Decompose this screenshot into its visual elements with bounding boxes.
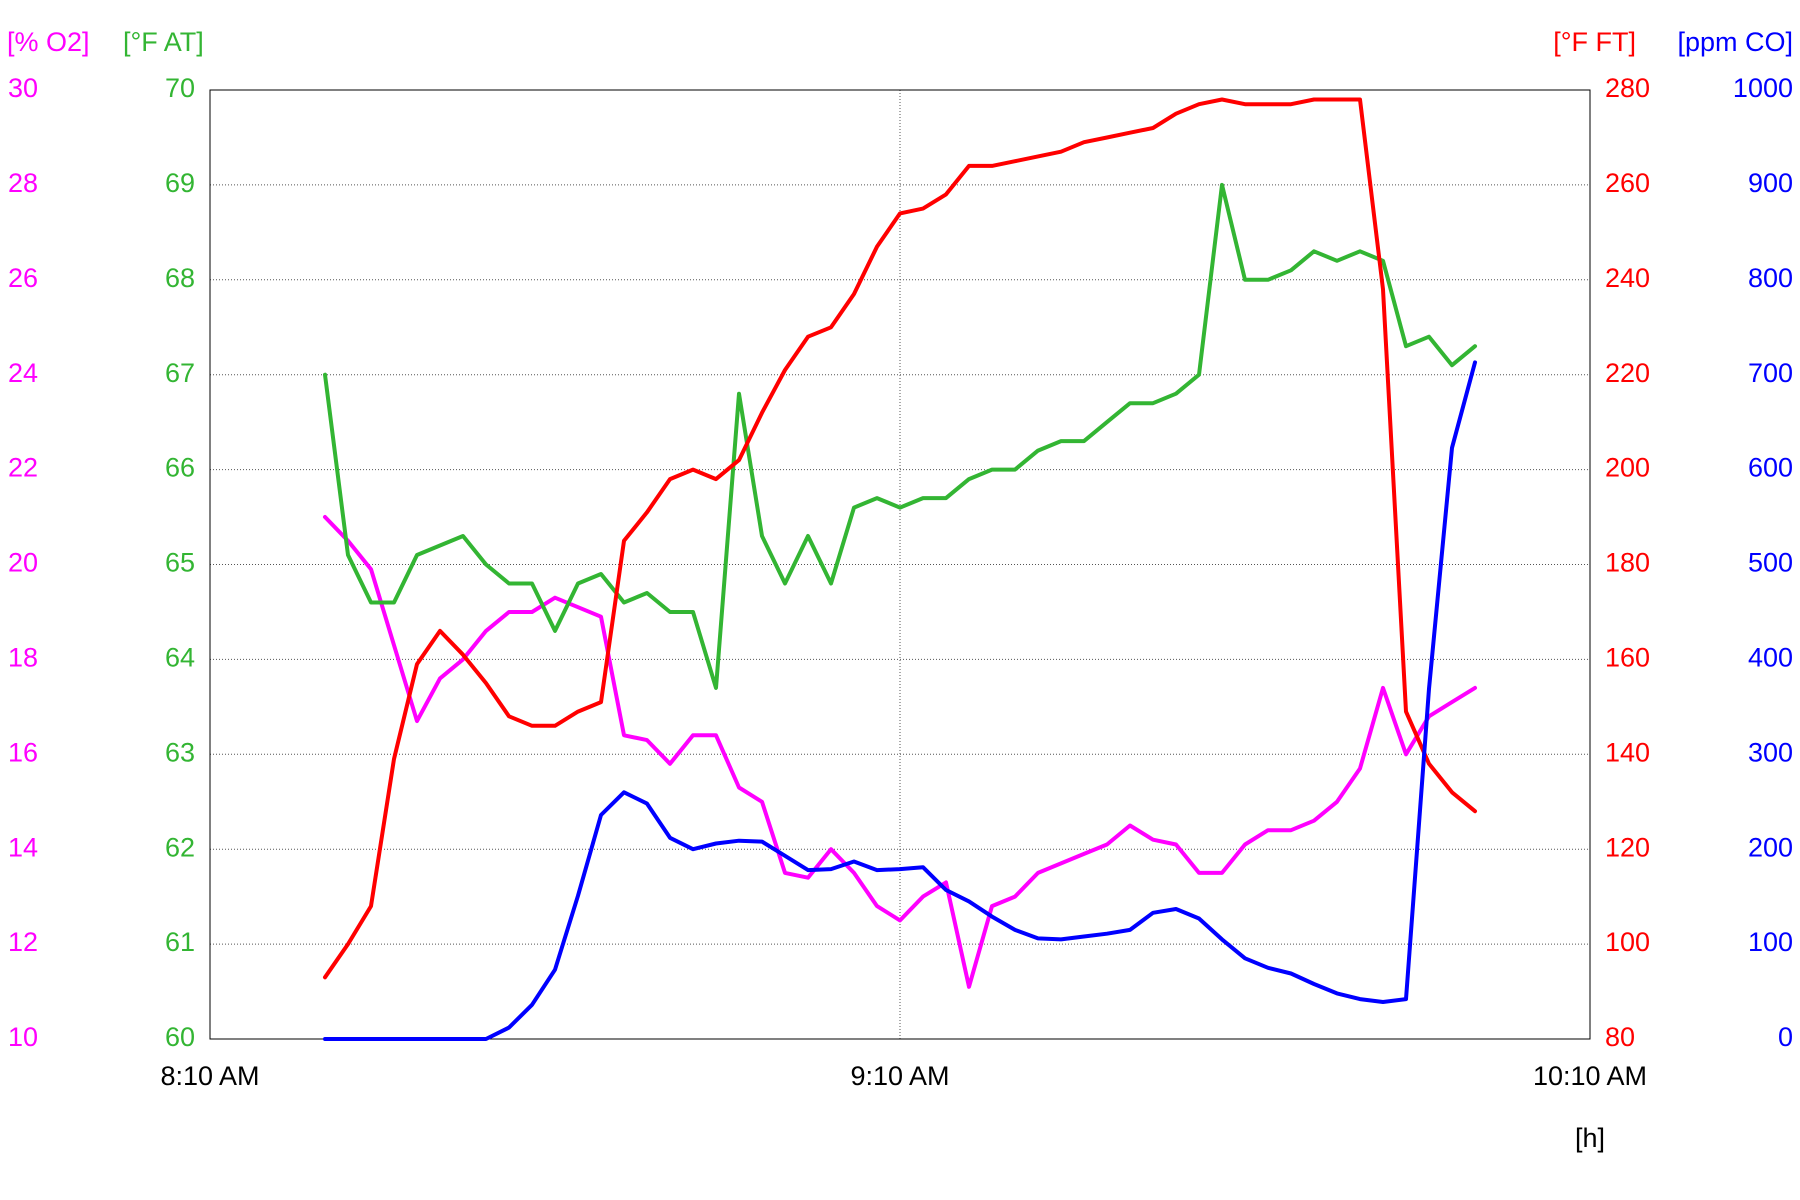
y-tick-label: 60 <box>165 1022 195 1052</box>
y-tick-label: 500 <box>1748 548 1793 578</box>
y-tick-label: 400 <box>1748 643 1793 673</box>
y-tick-label: 700 <box>1748 358 1793 388</box>
y-tick-label: 20 <box>8 548 38 578</box>
y-tick-label: 70 <box>165 73 195 103</box>
y-tick-label: 160 <box>1605 643 1650 673</box>
y-tick-label: 69 <box>165 168 195 198</box>
y-tick-label: 200 <box>1605 453 1650 483</box>
y-tick-label: 10 <box>8 1022 38 1052</box>
y-tick-label: 300 <box>1748 737 1793 767</box>
y-tick-label: 12 <box>8 927 38 957</box>
series-line <box>323 97 1477 980</box>
y-tick-label: 14 <box>8 832 38 862</box>
x-tick-label: 9:10 AM <box>850 1061 949 1091</box>
y-tick-label: 68 <box>165 263 195 293</box>
x-tick-label: 10:10 AM <box>1533 1061 1647 1091</box>
y-tick-label: 62 <box>165 832 195 862</box>
y-tick-label: 66 <box>165 453 195 483</box>
y-tick-label: 140 <box>1605 737 1650 767</box>
y-tick-label: 600 <box>1748 453 1793 483</box>
y-tick-label: 260 <box>1605 168 1650 198</box>
y-tick-label: 64 <box>165 643 195 673</box>
y-tick-label: 18 <box>8 643 38 673</box>
y-tick-label: 280 <box>1605 73 1650 103</box>
y-tick-label: 1000 <box>1733 73 1793 103</box>
y-tick-label: 67 <box>165 358 195 388</box>
y-tick-label: 30 <box>8 73 38 103</box>
y-tick-label: 800 <box>1748 263 1793 293</box>
y-tick-label: 240 <box>1605 263 1650 293</box>
y-tick-label: 61 <box>165 927 195 957</box>
y-tick-label: 180 <box>1605 548 1650 578</box>
plot-frame <box>209 89 1591 1040</box>
y-axis-title: [°F FT] <box>1553 27 1636 57</box>
y-axis-title: [ppm CO] <box>1677 27 1793 57</box>
y-tick-label: 0 <box>1778 1022 1793 1052</box>
y-tick-label: 200 <box>1748 832 1793 862</box>
y-tick-label: 900 <box>1748 168 1793 198</box>
series-line <box>323 360 1477 1041</box>
y-tick-label: 80 <box>1605 1022 1635 1052</box>
y-tick-label: 65 <box>165 548 195 578</box>
series-line <box>323 182 1477 690</box>
y-tick-label: 22 <box>8 453 38 483</box>
y-tick-label: 120 <box>1605 832 1650 862</box>
y-tick-label: 100 <box>1748 927 1793 957</box>
y-tick-label: 28 <box>8 168 38 198</box>
y-tick-label: 24 <box>8 358 38 388</box>
y-tick-label: 63 <box>165 737 195 767</box>
x-axis-label: [h] <box>1575 1123 1605 1153</box>
y-tick-label: 220 <box>1605 358 1650 388</box>
x-tick-label: 8:10 AM <box>160 1061 259 1091</box>
y-tick-label: 26 <box>8 263 38 293</box>
series-line <box>323 515 1477 989</box>
y-tick-label: 16 <box>8 737 38 767</box>
y-axis-title: [% O2] <box>7 27 90 57</box>
y-axis-title: [°F AT] <box>123 27 204 57</box>
y-tick-label: 100 <box>1605 927 1650 957</box>
